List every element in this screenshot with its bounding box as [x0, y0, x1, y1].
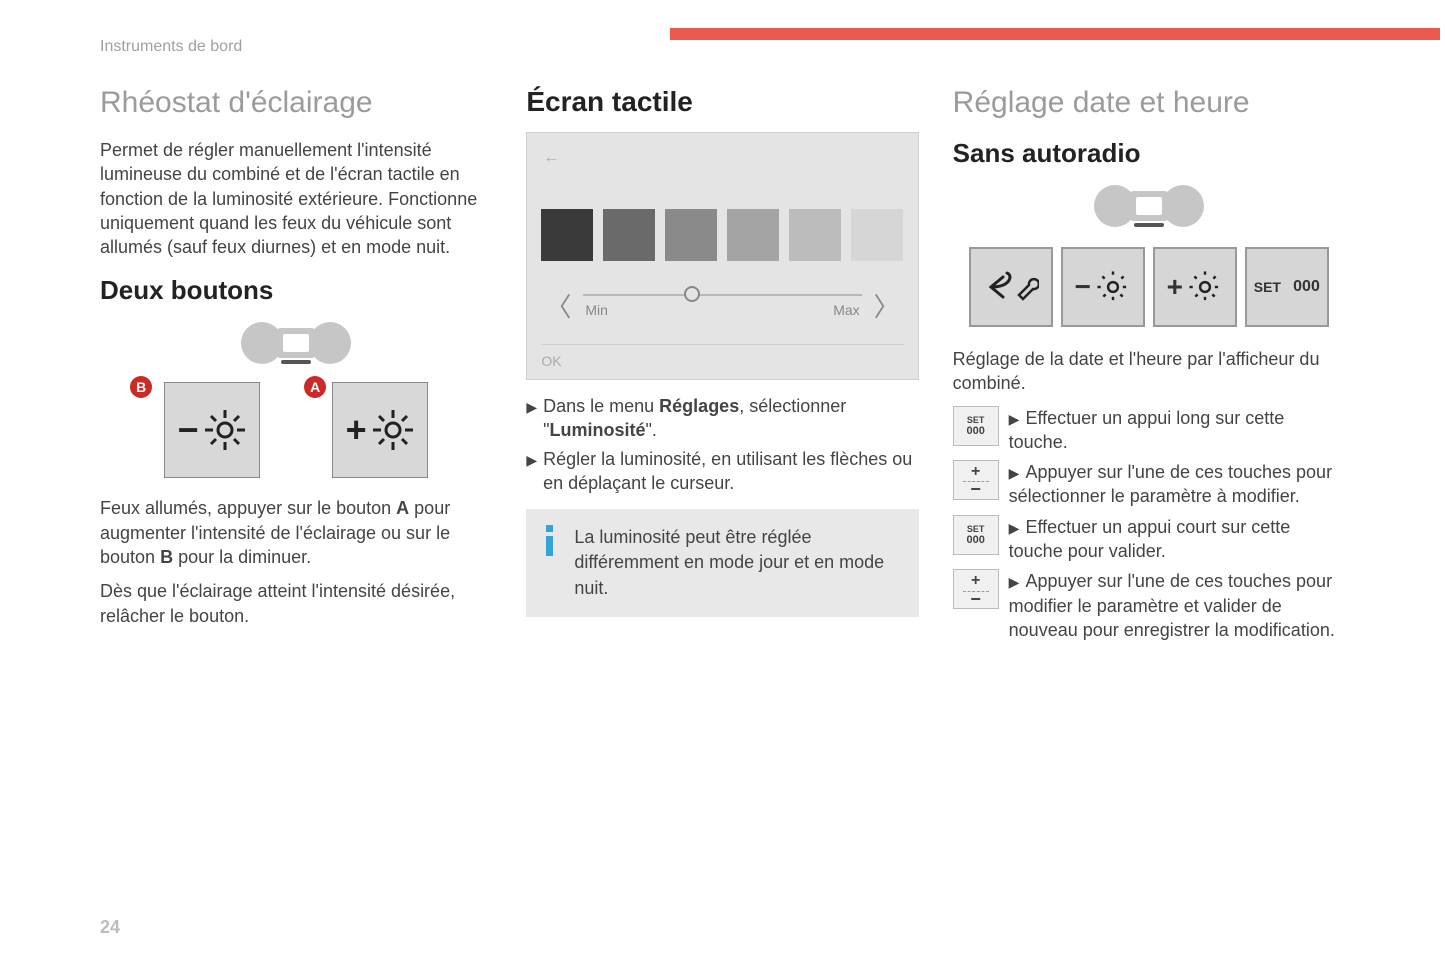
swatch-1[interactable]	[541, 209, 593, 261]
section-title-rheostat: Rhéostat d'éclairage	[100, 86, 492, 120]
info-text: La luminosité peut être réglée différemm…	[574, 525, 900, 601]
header-accent-bar	[670, 28, 1440, 40]
section-title-touchscreen: Écran tactile	[526, 86, 918, 118]
page-number: 24	[100, 917, 120, 938]
swatch-6[interactable]	[851, 209, 903, 261]
back-settings-button[interactable]	[969, 247, 1053, 327]
sun-icon	[203, 408, 247, 452]
datetime-step: SET000▶Effectuer un appui long sur cette…	[953, 406, 1345, 455]
touchscreen-step-1: ▶ Dans le menu Réglages, sélectionner "L…	[526, 394, 918, 443]
step-text: ▶Appuyer sur l'une de ces touches pour s…	[1009, 460, 1345, 509]
datetime-button-row: − +	[953, 247, 1345, 327]
brightness-swatches	[541, 209, 903, 261]
badge-a: A	[304, 376, 326, 398]
plus-minus-key-icon: +−	[953, 460, 999, 500]
subtitle-sans-autoradio: Sans autoradio	[953, 138, 1345, 169]
brightness-plus-button[interactable]: +	[1153, 247, 1237, 327]
rheostat-intro: Permet de régler manuellement l'intensit…	[100, 138, 492, 259]
brightness-slider[interactable]: Min Max	[583, 294, 861, 318]
brightness-increase-button[interactable]: +	[332, 382, 428, 478]
info-icon	[546, 525, 553, 532]
touchscreen-back[interactable]: ←	[541, 143, 903, 191]
step-text: ▶Effectuer un appui long sur cette touch…	[1009, 406, 1345, 455]
brightness-minus-button[interactable]: −	[1061, 247, 1145, 327]
swatch-4[interactable]	[727, 209, 779, 261]
slider-max-label: Max	[833, 302, 859, 318]
datetime-step: +−▶Appuyer sur l'une de ces touches pour…	[953, 569, 1345, 642]
column-touchscreen: Écran tactile ← 〈	[526, 86, 918, 648]
breadcrumb: Instruments de bord	[100, 38, 1345, 56]
swatch-2[interactable]	[603, 209, 655, 261]
touchscreen-ok[interactable]: OK	[541, 344, 903, 369]
datetime-intro: Réglage de la date et l'heure par l'affi…	[953, 347, 1345, 396]
column-datetime: Réglage date et heure Sans autoradio −	[953, 86, 1345, 648]
datetime-step: +−▶Appuyer sur l'une de ces touches pour…	[953, 460, 1345, 509]
touchscreen-mock: ← 〈 Min Max	[526, 132, 918, 380]
minus-sign: −	[178, 412, 199, 448]
swatch-3[interactable]	[665, 209, 717, 261]
dashboard-cluster-icon	[241, 320, 351, 366]
dashboard-cluster-icon	[1094, 183, 1204, 229]
datetime-cluster-figure	[953, 183, 1345, 229]
step-text: ▶Effectuer un appui court sur cette touc…	[1009, 515, 1345, 564]
back-wrench-icon	[983, 267, 1039, 307]
slider-min-label: Min	[585, 302, 608, 318]
info-box: La luminosité peut être réglée différemm…	[526, 509, 918, 617]
rheostat-instructions-1: Feux allumés, appuyer sur le bouton A po…	[100, 496, 492, 569]
set-key-icon: SET000	[953, 515, 999, 555]
datetime-step: SET000▶Effectuer un appui court sur cett…	[953, 515, 1345, 564]
plus-minus-key-icon: +−	[953, 569, 999, 609]
sun-icon	[371, 408, 415, 452]
slider-next[interactable]: 〉	[874, 287, 900, 324]
sun-icon	[1095, 269, 1131, 305]
plus-sign: +	[346, 412, 367, 448]
touchscreen-step-2: ▶ Régler la luminosité, en utilisant les…	[526, 447, 918, 496]
section-title-datetime: Réglage date et heure	[953, 86, 1345, 120]
slider-prev[interactable]: 〈	[545, 287, 571, 324]
badge-b: B	[130, 376, 152, 398]
column-rheostat: Rhéostat d'éclairage Permet de régler ma…	[100, 86, 492, 648]
brightness-decrease-button[interactable]: −	[164, 382, 260, 478]
subtitle-deux-boutons: Deux boutons	[100, 275, 492, 306]
set-button[interactable]: SET 000	[1245, 247, 1329, 327]
swatch-5[interactable]	[789, 209, 841, 261]
rheostat-instructions-2: Dès que l'éclairage atteint l'intensité …	[100, 579, 492, 628]
sun-icon	[1187, 269, 1223, 305]
rheostat-figure: B −	[100, 320, 492, 478]
step-text: ▶Appuyer sur l'une de ces touches pour m…	[1009, 569, 1345, 642]
set-key-icon: SET000	[953, 406, 999, 446]
